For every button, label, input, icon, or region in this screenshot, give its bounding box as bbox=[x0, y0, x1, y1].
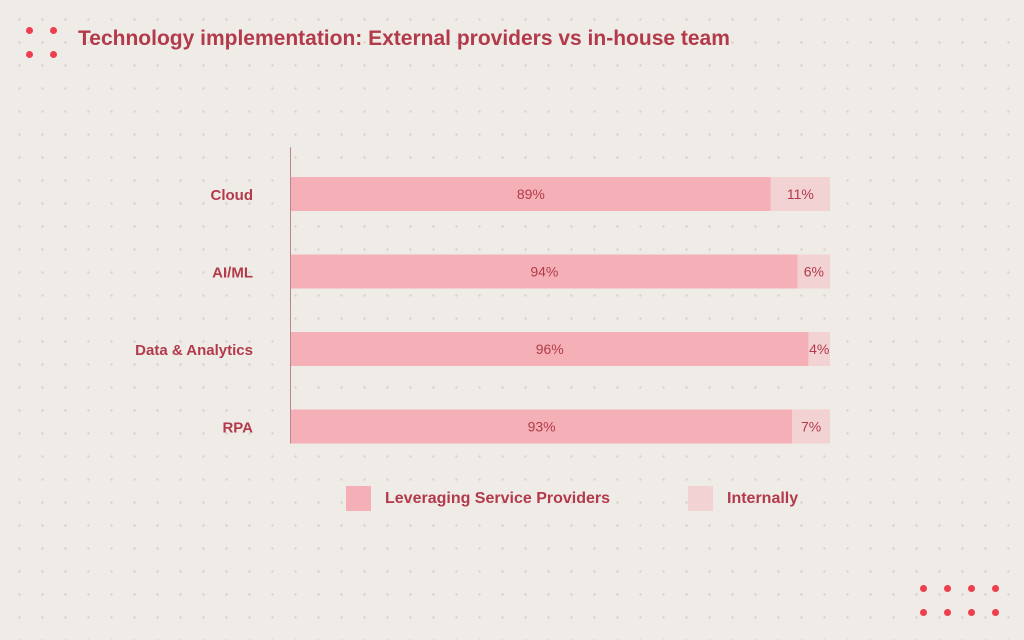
category-label-ai-ml: AI/ML bbox=[212, 265, 253, 282]
chart-legend: Leveraging Service Providers Internally bbox=[0, 486, 1024, 514]
data-label-internally-ai-ml: 6% bbox=[804, 264, 824, 280]
category-label-rpa: RPA bbox=[222, 420, 253, 437]
bar-internally-rpa bbox=[792, 409, 830, 444]
bar-leveraging-service-providers-ai-ml bbox=[291, 254, 798, 289]
category-label-cloud: Cloud bbox=[211, 187, 254, 204]
data-label-leveraging-service-providers-rpa: 93% bbox=[528, 419, 556, 435]
bar-leveraging-service-providers-rpa bbox=[291, 409, 793, 444]
data-label-leveraging-service-providers-data-analytics: 96% bbox=[536, 341, 564, 357]
legend-swatch-service-providers bbox=[346, 486, 371, 511]
legend-label-service-providers: Leveraging Service Providers bbox=[385, 489, 610, 507]
data-label-internally-cloud: 11% bbox=[787, 186, 814, 202]
decorative-dots-icon bbox=[920, 585, 1000, 619]
legend-label-internally: Internally bbox=[727, 489, 799, 507]
legend-item-service-providers: Leveraging Service Providers bbox=[346, 486, 610, 511]
data-label-leveraging-service-providers-cloud: 89% bbox=[517, 186, 545, 202]
bar-leveraging-service-providers-data-analytics bbox=[291, 332, 809, 366]
legend-swatch-internally bbox=[688, 486, 713, 511]
category-label-data-analytics: Data & Analytics bbox=[135, 342, 253, 359]
bar-internally-cloud bbox=[770, 177, 830, 211]
bar-internally-ai-ml bbox=[797, 254, 830, 289]
logo-dots-icon bbox=[26, 27, 60, 61]
bar-internally-data-analytics bbox=[808, 332, 830, 366]
data-label-leveraging-service-providers-ai-ml: 94% bbox=[530, 264, 558, 280]
data-label-internally-data-analytics: 4% bbox=[809, 341, 829, 357]
data-label-internally-rpa: 7% bbox=[801, 419, 821, 435]
page-title: Technology implementation: External prov… bbox=[78, 27, 730, 50]
legend-item-internally: Internally bbox=[688, 486, 798, 511]
bar-leveraging-service-providers-cloud bbox=[291, 177, 771, 211]
